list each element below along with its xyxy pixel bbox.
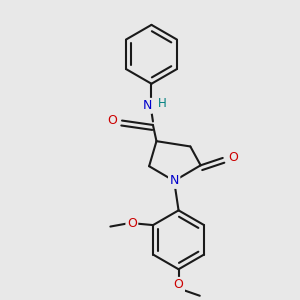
Text: N: N xyxy=(142,99,152,112)
Text: O: O xyxy=(107,114,117,127)
Text: N: N xyxy=(169,174,179,188)
Text: O: O xyxy=(174,278,184,291)
Text: O: O xyxy=(228,152,238,164)
Text: H: H xyxy=(158,97,167,110)
Text: O: O xyxy=(127,217,137,230)
